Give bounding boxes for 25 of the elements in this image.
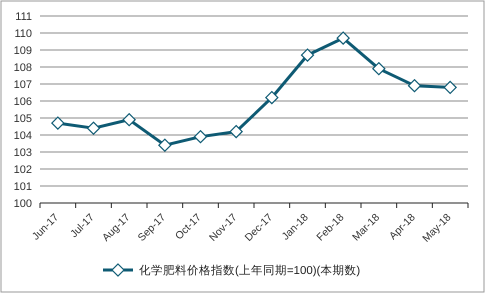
y-tick-label: 100	[14, 198, 32, 210]
y-tick-label: 110	[14, 28, 32, 40]
point	[372, 62, 386, 76]
y-tick-label: 102	[14, 164, 32, 176]
point	[86, 122, 100, 135]
point	[265, 91, 278, 104]
point	[408, 79, 422, 92]
y-tick-label: 103	[14, 147, 32, 159]
point	[194, 130, 208, 144]
y-tick-label: 108	[14, 62, 32, 74]
y-tick-label: 106	[14, 96, 32, 108]
y-tick-label: 109	[14, 45, 32, 57]
y-tick-label: 107	[14, 79, 32, 91]
point	[51, 116, 64, 130]
y-tick-label: 105	[14, 113, 32, 125]
y-tick-label: 104	[14, 130, 32, 142]
point	[300, 48, 314, 62]
point	[336, 32, 350, 45]
point	[158, 138, 172, 152]
legend-label: 化学肥料价格指数(上年同期=100)(本期数)	[139, 264, 360, 277]
y-tick-label: 111	[15, 11, 32, 23]
point	[444, 80, 457, 94]
point	[230, 125, 243, 138]
y-tick-label: 101	[14, 181, 32, 193]
point	[122, 113, 136, 126]
